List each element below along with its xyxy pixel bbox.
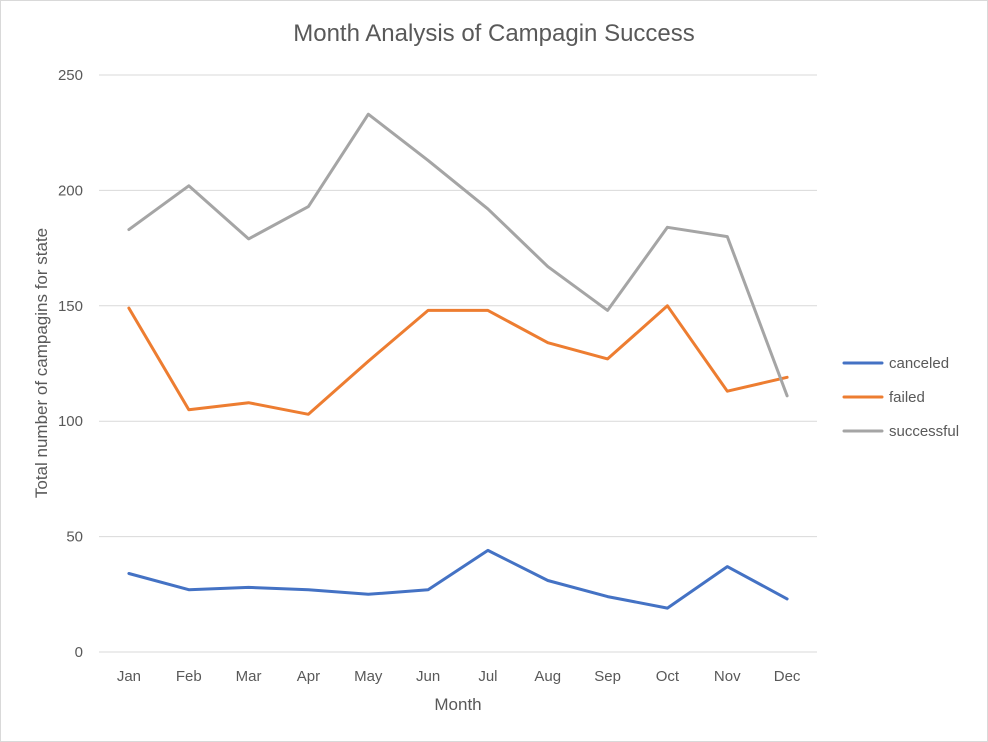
x-tick-label: May: [354, 668, 383, 685]
y-axis-ticks: 0 50 100 150 200 250: [58, 67, 83, 661]
y-tick-label: 150: [58, 298, 83, 315]
legend-label: successful: [889, 423, 959, 440]
series-line-successful: [127, 112, 789, 398]
gridlines: [99, 74, 817, 653]
x-tick-label: Sep: [594, 668, 621, 685]
series-line-failed: [127, 304, 789, 416]
legend-label: failed: [889, 389, 925, 406]
x-tick-label: Apr: [297, 668, 320, 685]
legend-item-canceled: canceled: [842, 355, 949, 372]
x-tick-label: Nov: [714, 668, 741, 685]
legend: canceled failed successful: [842, 355, 959, 440]
y-tick-label: 100: [58, 413, 83, 430]
x-tick-label: Aug: [534, 668, 561, 685]
series-lines: [127, 112, 789, 610]
y-axis-label: Total number of campagins for state: [32, 228, 51, 498]
x-tick-label: Mar: [236, 668, 262, 685]
x-axis-ticks: Jan Feb Mar Apr May Jun Jul Aug Sep Oct Nov Dec: [117, 668, 801, 685]
legend-item-successful: successful: [842, 423, 959, 440]
x-tick-label: Jan: [117, 668, 141, 685]
x-tick-label: Jun: [416, 668, 440, 685]
x-axis-label: Month: [434, 695, 481, 714]
y-tick-label: 250: [58, 67, 83, 84]
series-line-canceled: [127, 548, 789, 610]
x-tick-label: Jul: [478, 668, 497, 685]
x-tick-label: Oct: [656, 668, 680, 685]
legend-item-failed: failed: [842, 389, 925, 406]
legend-label: canceled: [889, 355, 949, 372]
y-tick-label: 50: [66, 529, 83, 546]
x-tick-label: Dec: [774, 668, 801, 685]
y-tick-label: 0: [75, 644, 83, 661]
chart-title: Month Analysis of Campagin Success: [293, 20, 695, 47]
y-tick-label: 200: [58, 182, 83, 199]
x-tick-label: Feb: [176, 668, 202, 685]
